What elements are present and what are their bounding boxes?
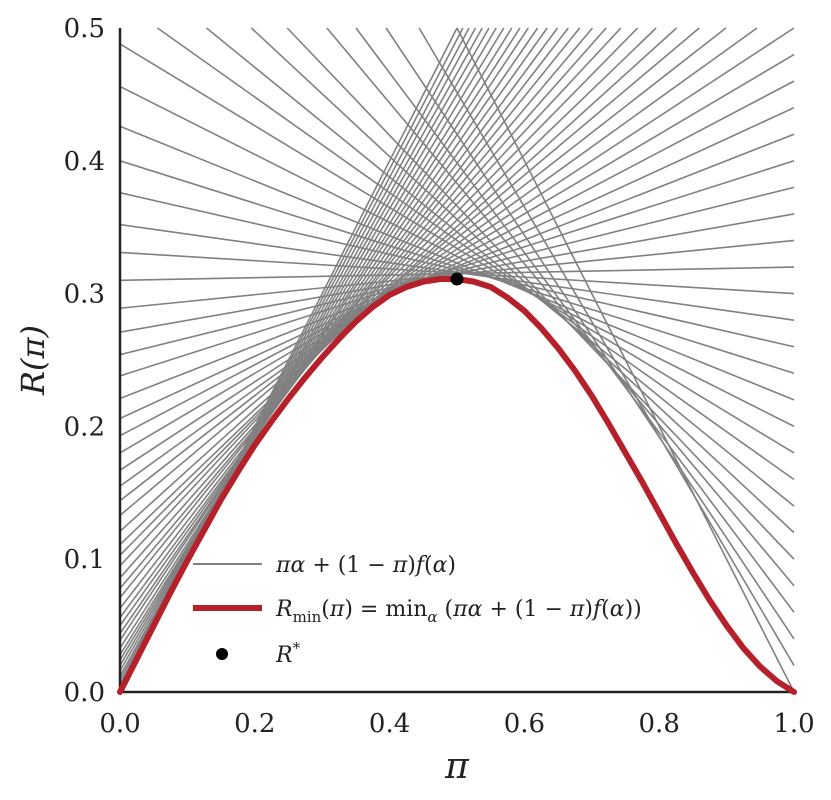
tangent-line	[119, 27, 529, 641]
rstar-point	[450, 272, 464, 286]
tangent-line	[119, 191, 795, 348]
y-tick-label: 0.5	[64, 14, 105, 44]
tangent-line	[205, 27, 795, 507]
tangent-line	[119, 27, 700, 516]
tangent-line	[119, 106, 795, 420]
tangent-line	[119, 133, 795, 400]
tangent-line	[119, 27, 521, 649]
tangent-line	[119, 27, 758, 487]
x-tick-label: 0.6	[504, 709, 545, 739]
x-tick-label: 0.2	[234, 709, 275, 739]
tangent-line	[119, 27, 569, 609]
tangent-line-family	[119, 27, 795, 693]
x-tick-label: 1.0	[773, 709, 814, 739]
tangent-line	[119, 27, 727, 502]
legend-marker-rstar	[216, 648, 228, 660]
legend: πα + (1 − π)f(α) Rmin(π) = minα (πα + (1…	[193, 553, 642, 668]
tangent-line	[119, 27, 513, 656]
tangent-line	[119, 27, 657, 546]
tangent-line	[250, 27, 795, 534]
y-tick-label: 0.4	[64, 147, 105, 177]
axes	[118, 28, 794, 694]
legend-label-rstar: R*	[275, 639, 301, 668]
y-tick-label: 0.1	[64, 545, 105, 575]
tangent-line	[119, 27, 581, 599]
x-axis-label: π	[444, 746, 470, 787]
tangent-line	[119, 27, 622, 567]
y-tick-labels: 0.0 0.1 0.2 0.3 0.4 0.5	[64, 14, 105, 708]
tangent-line	[119, 85, 795, 428]
tangent-line	[119, 27, 607, 579]
tangent-line	[119, 186, 795, 356]
rstar-points	[450, 272, 464, 286]
tangent-line	[119, 27, 559, 619]
y-tick-label: 0.2	[64, 412, 105, 442]
tangent-line	[119, 27, 548, 627]
tangent-line	[119, 27, 539, 635]
tangent-line	[119, 27, 505, 661]
x-tick-label: 0.0	[99, 709, 140, 739]
tangent-line	[119, 27, 639, 556]
x-tick-label: 0.4	[369, 709, 410, 739]
tangent-line	[119, 160, 795, 377]
tangent-line	[119, 27, 497, 666]
tangent-line	[119, 27, 795, 471]
x-tick-labels: 0.0 0.2 0.4 0.6 0.8 1.0	[99, 709, 814, 739]
tangent-line	[119, 27, 678, 532]
x-tick-label: 0.8	[639, 709, 680, 739]
y-tick-label: 0.3	[64, 280, 105, 310]
y-tick-label: 0.0	[64, 678, 105, 708]
legend-label-lines: πα + (1 − π)f(α)	[275, 553, 456, 578]
y-axis-label: R(π)	[14, 325, 52, 396]
tangent-line	[119, 27, 594, 589]
legend-label-rmin: Rmin(π) = minα (πα + (1 − π)f(α))	[275, 597, 642, 626]
tangent-line	[119, 53, 795, 454]
tangent-line	[119, 27, 490, 672]
tangent-line	[326, 27, 795, 587]
tangent-line	[119, 80, 795, 437]
